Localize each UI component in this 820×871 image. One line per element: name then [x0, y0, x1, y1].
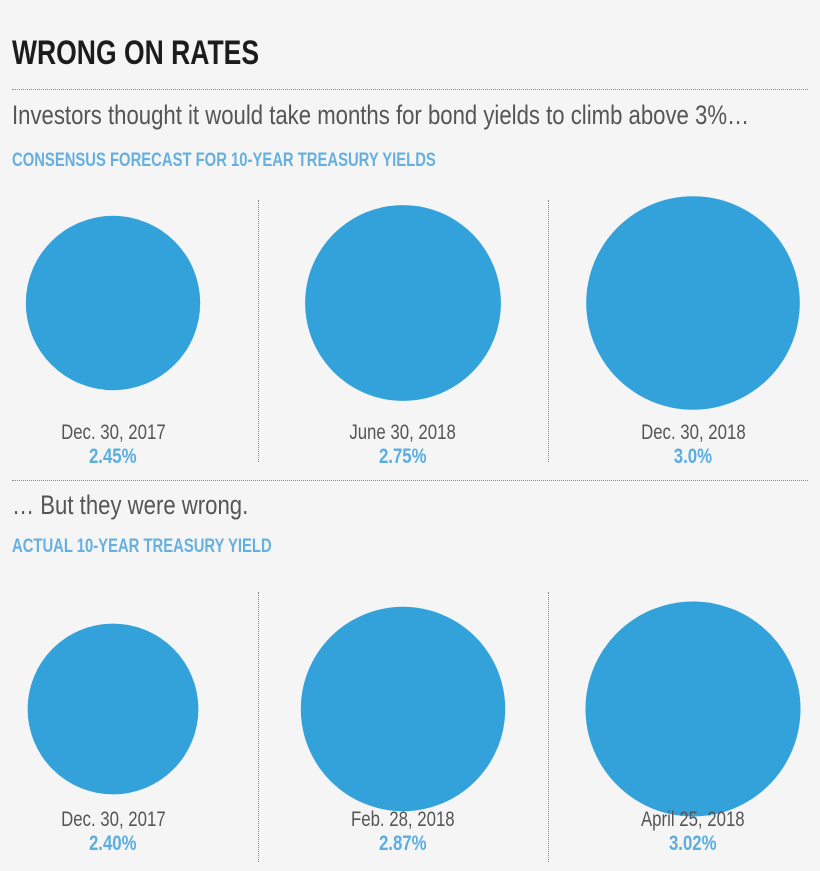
section-title-actual: ACTUAL 10-YEAR TREASURY YIELD [12, 536, 272, 557]
divider [258, 200, 259, 462]
yield-circle [25, 215, 201, 391]
yield-circle [300, 606, 506, 812]
intro-text-bottom: … But they were wrong. [12, 490, 249, 520]
circle-label: April 25, 2018 3.02% [548, 808, 820, 856]
value-label: 2.75% [379, 445, 427, 468]
circle-label: June 30, 2018 2.75% [258, 421, 548, 469]
circle-label: Dec. 30, 2017 2.40% [0, 808, 258, 856]
yield-circle [305, 205, 501, 401]
divider [12, 480, 808, 481]
date-label: June 30, 2018 [349, 421, 457, 444]
divider [258, 592, 259, 862]
date-label: Dec. 30, 2018 [640, 421, 746, 444]
section-title-forecast: CONSENSUS FORECAST FOR 10-YEAR TREASURY … [12, 150, 436, 171]
yield-circle [586, 196, 800, 410]
date-label: Dec. 30, 2017 [60, 421, 166, 444]
yield-circle [585, 601, 801, 817]
value-label: 2.87% [379, 832, 427, 855]
value-label: 2.45% [89, 445, 137, 468]
date-label: April 25, 2018 [641, 808, 745, 831]
divider [12, 89, 808, 90]
circle-label: Dec. 30, 2018 3.0% [548, 421, 820, 469]
page-title: WRONG ON RATES [12, 34, 260, 72]
divider [548, 200, 549, 462]
value-label: 2.40% [89, 832, 137, 855]
divider [548, 592, 549, 862]
circle-label: Feb. 28, 2018 2.87% [258, 808, 548, 856]
value-label: 3.0% [673, 445, 713, 468]
date-label: Dec. 30, 2017 [60, 808, 166, 831]
yield-circle [27, 623, 199, 795]
date-label: Feb. 28, 2018 [351, 808, 455, 831]
value-label: 3.02% [669, 832, 717, 855]
intro-text-top: Investors thought it would take months f… [12, 100, 750, 130]
circle-label: Dec. 30, 2017 2.45% [0, 421, 258, 469]
